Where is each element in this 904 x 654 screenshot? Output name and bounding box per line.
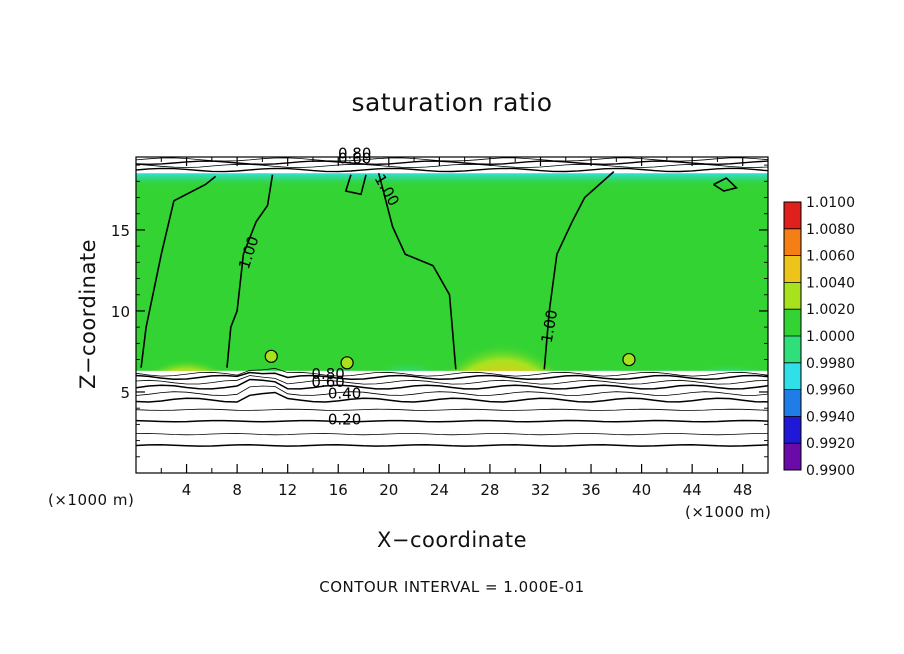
- contour-low-5: [136, 391, 768, 403]
- colorbar-swatch: [784, 389, 801, 417]
- colorbar-label: 0.9900: [806, 463, 855, 479]
- contour-label-4: 0.80: [311, 365, 344, 383]
- contour-100-6: [713, 177, 738, 192]
- contour-interval-note: CONTOUR INTERVAL = 1.000E-01: [319, 578, 585, 596]
- contour-top-1: [136, 167, 768, 173]
- y-tick-label: 10: [111, 303, 130, 321]
- colorbar-swatch: [784, 228, 801, 256]
- base-bump-1: [264, 349, 278, 363]
- x-tick-label: 44: [683, 481, 702, 499]
- x-tick-label: 32: [531, 481, 550, 499]
- y-tick-label: 5: [120, 384, 130, 402]
- x-tick-label: 24: [430, 481, 449, 499]
- colorbar-label: 1.0040: [806, 275, 855, 291]
- contour-label-8: 0.60: [338, 149, 371, 167]
- colorbar-swatch: [784, 309, 801, 336]
- x-tick-label: 28: [480, 481, 499, 499]
- colorbar-label: 0.9920: [806, 436, 855, 452]
- plot-frame: [135, 156, 769, 474]
- contour-label-9: 0.80: [338, 145, 371, 163]
- cloud-top-band: [136, 173, 768, 188]
- contour-100-3: [344, 174, 367, 196]
- y-tick-label: 15: [111, 222, 130, 240]
- x-axis-ticks: 4 8 12 16 20 24 28 32 36 40 44 48: [160, 157, 752, 499]
- x-tick-label: 12: [278, 481, 297, 499]
- contour-low-6: [136, 385, 768, 396]
- z-unit-label: (×1000 m): [48, 491, 135, 509]
- contour-top-3: [136, 160, 768, 166]
- colorbar-label: 1.0000: [806, 329, 855, 345]
- colorbar-swatch: [784, 336, 801, 363]
- colorbar-swatch: [784, 282, 801, 310]
- colorbar-label: 0.9940: [806, 409, 855, 425]
- y-axis-ticks: 5 10 15: [111, 164, 768, 458]
- y-axis-label: Z−coordinate: [76, 239, 100, 389]
- x-tick-label: 4: [182, 481, 192, 499]
- contour-label-6: 1.00: [538, 308, 562, 344]
- contour-label-1: 0.20: [328, 410, 361, 428]
- colorbar-swatch: [784, 255, 801, 283]
- contour-low-2: [136, 433, 768, 436]
- chart-title: saturation ratio: [351, 88, 553, 117]
- x-tick-label: 48: [733, 481, 752, 499]
- contour-low-9: [136, 371, 768, 381]
- colorbar-swatch: [784, 416, 801, 444]
- contour-low-8: [136, 375, 768, 385]
- x-tick-label: 8: [232, 481, 242, 499]
- contour-low-10: [136, 367, 768, 377]
- colorbar-swatch: [784, 443, 801, 470]
- x-tick-label: 20: [379, 481, 398, 499]
- contour-100-4: [377, 172, 457, 370]
- x-tick-label: 36: [581, 481, 600, 499]
- colorbar-swatch: [784, 202, 801, 229]
- colorbar-swatch: [784, 362, 801, 390]
- contour-100-5: [543, 171, 615, 370]
- contour-low-3: [136, 419, 768, 423]
- colorbar-label: 0.9960: [806, 383, 855, 399]
- contour-low-1: [136, 444, 768, 447]
- base-bump-2: [340, 356, 354, 370]
- colorbar-label: 0.9980: [806, 356, 855, 372]
- x-unit-label: (×1000 m): [685, 503, 772, 521]
- x-axis-label: X−coordinate: [377, 528, 527, 552]
- contour-low-7: [136, 378, 768, 390]
- base-bump-3: [622, 352, 636, 367]
- colorbar-label: 1.0060: [806, 249, 855, 265]
- contour-100-1: [140, 175, 217, 368]
- contour-low-4: [136, 408, 768, 411]
- contour-label-3: 0.60: [311, 373, 344, 391]
- contour-top-4: [136, 157, 768, 162]
- x-tick-label: 40: [632, 481, 651, 499]
- contour-label-2: 0.40: [328, 384, 361, 402]
- contour-100-2: [226, 174, 274, 368]
- saturation-field: [136, 157, 768, 473]
- contour-top-2: [136, 163, 768, 168]
- colorbar: 0.9900 0.9920 0.9940 0.9960 0.9980 1.0000 1.00…: [783, 195, 855, 479]
- colorbar-label: 1.0080: [806, 222, 855, 238]
- colorbar-label: 1.0020: [806, 302, 855, 318]
- x-tick-label: 16: [329, 481, 348, 499]
- colorbar-label: 1.0100: [806, 195, 855, 211]
- contour-lines: [136, 157, 768, 447]
